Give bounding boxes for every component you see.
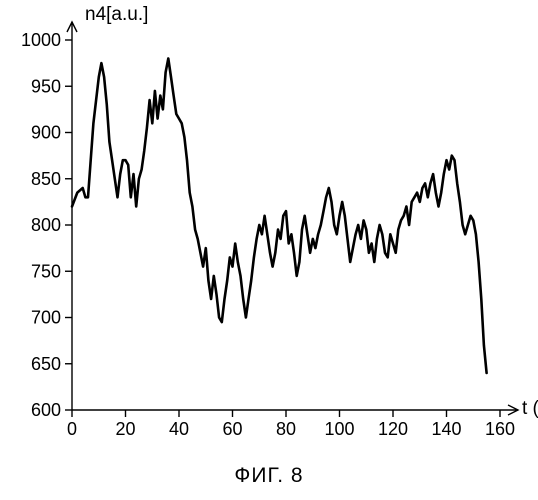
y-tick-label: 900 [31,123,61,143]
x-tick-label: 160 [485,419,515,439]
chart-svg: 0 20 40 60 80 100 120 140 160 600 650 700 750 800 850 9… [0,0,538,500]
y-tick-label: 800 [31,215,61,235]
x-tick-label: 140 [431,419,461,439]
figure-container: 0 20 40 60 80 100 120 140 160 600 650 700 750 800 850 9… [0,0,538,500]
y-tick-label: 700 [31,308,61,328]
x-tick-label: 40 [169,419,189,439]
figure-caption: ФИГ. 8 [234,464,303,487]
y-tick-label: 600 [31,400,61,420]
x-tick-label: 100 [324,419,354,439]
x-tick-label: 0 [67,419,77,439]
x-tick-label: 80 [276,419,296,439]
y-axis-label: n4[a.u.] [85,4,148,25]
x-tick-label: 60 [222,419,242,439]
x-tick-label: 20 [115,419,135,439]
x-tick-label: 120 [378,419,408,439]
y-tick-label: 950 [31,76,61,96]
y-tick-label: 850 [31,169,61,189]
y-tick-label: 750 [31,261,61,281]
y-tick-label: 1000 [21,30,61,50]
y-tick-label: 650 [31,354,61,374]
x-axis-label: t (с) [522,398,538,419]
